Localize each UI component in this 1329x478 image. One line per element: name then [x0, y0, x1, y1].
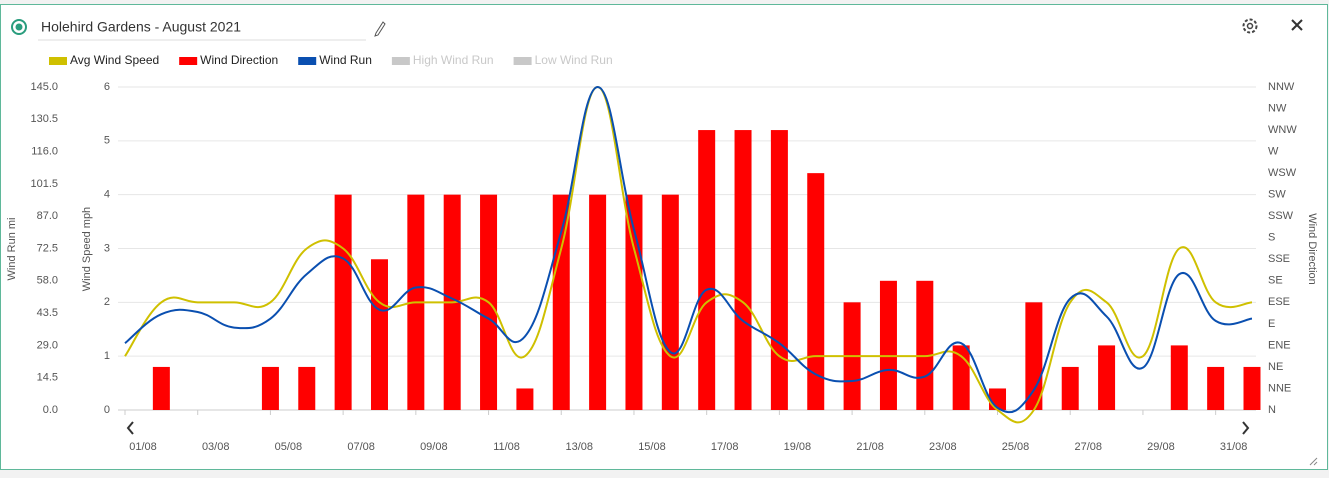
x-tick-label: 19/08 — [784, 441, 812, 453]
bar — [152, 366, 170, 410]
legend-swatch — [391, 57, 410, 65]
y-tick-label: 116.0 — [31, 146, 58, 158]
y-tick-label: 0.0 — [43, 404, 58, 416]
bar — [298, 366, 316, 410]
y3-tick-label: ENE — [1268, 339, 1291, 351]
y-tick-label: 130.5 — [30, 113, 58, 125]
legend-label[interactable]: Avg Wind Speed — [70, 53, 159, 67]
resize-handle[interactable] — [1309, 457, 1318, 466]
y2-tick-label: 4 — [104, 189, 110, 201]
bar — [661, 194, 679, 410]
y-tick-label: 145.0 — [30, 81, 58, 93]
edit-icon[interactable] — [374, 21, 386, 37]
y2-tick-label: 1 — [104, 350, 110, 362]
y3-tick-label: W — [1268, 146, 1279, 158]
x-tick-label: 21/08 — [856, 441, 884, 453]
bar — [698, 130, 716, 411]
x-tick-label: 09/08 — [420, 441, 448, 453]
y-tick-label: 29.0 — [37, 339, 58, 351]
line — [124, 85, 1253, 414]
y2-tick-label: 5 — [104, 135, 110, 147]
y-tick-label: 43.5 — [37, 307, 58, 319]
plot: 0 1 2 3 4 5 6 0.0 14.5 29.0 43.5 58.0 72.5 87.0 101.5 1… — [6, 53, 1318, 453]
y3-tick-label: NW — [1268, 102, 1287, 114]
close-icon[interactable] — [1291, 19, 1303, 31]
legend-swatch — [513, 57, 532, 65]
x-tick-label: 03/08 — [202, 441, 230, 453]
line — [124, 85, 1253, 424]
y-axis-title: Wind Run mi — [6, 218, 18, 281]
bar — [552, 194, 570, 410]
bar — [879, 280, 897, 410]
legend-label[interactable]: Wind Run — [319, 53, 372, 67]
y-tick-label: 87.0 — [37, 210, 58, 222]
y3-tick-label: WNW — [1268, 124, 1297, 136]
y3-tick-label: NNW — [1268, 81, 1295, 93]
x-tick-label: 01/08 — [129, 441, 157, 453]
bar — [589, 194, 607, 410]
x-tick-label: 17/08 — [711, 441, 739, 453]
x-tick-label: 25/08 — [1002, 441, 1030, 453]
y-tick-label: 101.5 — [30, 178, 58, 190]
x-tick-label: 07/08 — [347, 441, 375, 453]
y2-tick-label: 3 — [104, 242, 110, 254]
y3-axis-title: Wind Direction — [1306, 213, 1318, 285]
legend-swatch — [298, 57, 317, 65]
widget-title: Holehird Gardens - August 2021 — [41, 19, 241, 35]
y3-tick-label: SW — [1268, 189, 1286, 201]
y3-tick-label: E — [1268, 318, 1275, 330]
y-tick-label: 14.5 — [37, 372, 58, 384]
legend-swatch — [49, 57, 67, 65]
bar — [261, 366, 279, 410]
scroll-right[interactable] — [1242, 421, 1250, 435]
y3-tick-label: WSW — [1268, 167, 1297, 179]
bar — [734, 130, 752, 411]
settings-icon[interactable] — [1242, 18, 1258, 34]
y2-tick-label: 2 — [104, 296, 110, 308]
y3-tick-label: SE — [1268, 275, 1283, 287]
x-tick-label: 05/08 — [275, 441, 303, 453]
bar — [770, 130, 788, 411]
x-tick-label: 27/08 — [1074, 441, 1102, 453]
y3-tick-label: SSE — [1268, 253, 1290, 265]
y3-tick-label: N — [1268, 404, 1276, 416]
status-icon — [11, 19, 27, 35]
y3-tick-label: S — [1268, 232, 1275, 244]
legend-label[interactable]: Wind Direction — [200, 53, 278, 67]
bar — [516, 388, 534, 410]
legend-label[interactable]: High Wind Run — [413, 53, 494, 67]
x-tick-label: 11/08 — [493, 441, 520, 453]
bar — [1243, 366, 1261, 410]
bar — [334, 194, 352, 410]
bar — [370, 259, 388, 410]
x-tick-label: 13/08 — [565, 441, 593, 453]
bar — [1098, 345, 1116, 410]
bar — [807, 173, 825, 410]
bar — [1061, 366, 1079, 410]
bar — [1025, 302, 1043, 410]
scroll-left[interactable] — [126, 421, 134, 435]
x-tick-label: 31/08 — [1220, 441, 1248, 453]
bar — [1207, 366, 1225, 410]
x-tick-label: 23/08 — [929, 441, 957, 453]
legend-label[interactable]: Low Wind Run — [535, 53, 613, 67]
y2-tick-label: 6 — [104, 81, 110, 93]
bar — [916, 280, 934, 410]
y3-tick-label: SSW — [1268, 210, 1294, 222]
y3-tick-label: NE — [1268, 361, 1283, 373]
y-tick-label: 72.5 — [37, 242, 58, 254]
bar — [1170, 345, 1188, 410]
y2-tick-label: 0 — [104, 404, 110, 416]
y3-tick-label: NNE — [1268, 382, 1291, 394]
y3-tick-label: ESE — [1268, 296, 1290, 308]
legend-swatch — [179, 57, 198, 65]
y2-axis-title: Wind Speed mph — [81, 207, 93, 291]
x-tick-label: 29/08 — [1147, 441, 1175, 453]
status-dot — [15, 23, 23, 31]
y-tick-label: 58.0 — [37, 275, 58, 287]
x-tick-label: 15/08 — [638, 441, 666, 453]
